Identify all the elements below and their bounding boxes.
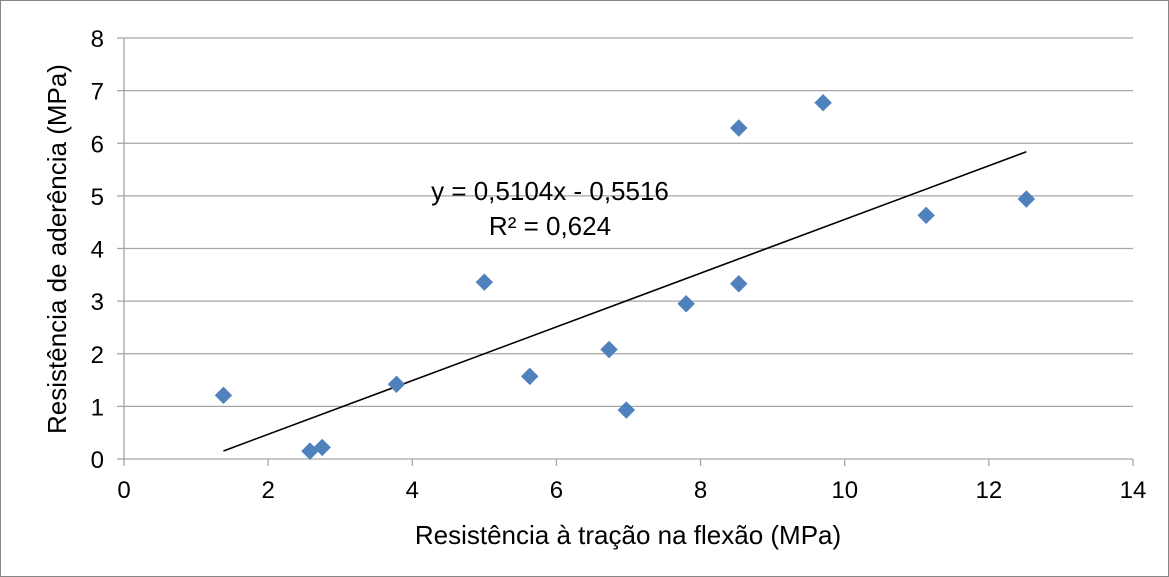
data-point: [730, 119, 748, 137]
labels: y = 0,5104x - 0,5516 R² = 0,624 Resistên…: [42, 64, 841, 550]
trendline-r2: R² = 0,624: [489, 211, 611, 241]
data-point: [917, 206, 935, 225]
x-tick-label: 2: [261, 477, 274, 504]
y-axis-label: Resistência de aderência (MPa): [42, 64, 72, 434]
trendline-equation: y = 0,5104x - 0,5516: [431, 176, 669, 206]
data-point: [677, 295, 695, 313]
data-point: [475, 273, 494, 291]
data-point: [730, 275, 748, 293]
trendline-group: [223, 150, 1027, 452]
y-tick-label: 8: [91, 26, 104, 53]
data-point: [521, 367, 539, 386]
data-point: [1017, 190, 1036, 208]
x-tick-label: 10: [831, 477, 858, 504]
y-tick-label: 7: [91, 79, 104, 106]
y-tick-label: 0: [91, 447, 104, 474]
y-tick-label: 1: [91, 394, 104, 421]
y-tick-label: 3: [91, 289, 104, 316]
data-point: [814, 94, 832, 112]
x-tick-label: 6: [550, 477, 563, 504]
x-axis-label: Resistência à tração na flexão (MPa): [415, 520, 841, 550]
x-tick-label: 14: [1120, 477, 1147, 504]
data-point: [617, 401, 636, 419]
data-point: [387, 375, 406, 393]
y-tick-label: 5: [91, 184, 104, 211]
y-tick-label: 4: [91, 237, 104, 264]
trendline: [223, 150, 1027, 452]
x-tick-label: 12: [976, 477, 1003, 504]
data-point: [214, 386, 233, 405]
x-tick-label: 0: [117, 477, 130, 504]
data-points: [214, 94, 1036, 460]
y-tick-label: 2: [91, 342, 104, 369]
x-tick-label: 8: [694, 477, 707, 504]
grid-lines: [124, 37, 1133, 408]
data-point: [313, 438, 331, 457]
data-point: [600, 340, 618, 359]
x-tick-label: 4: [406, 477, 419, 504]
y-tick-label: 6: [91, 131, 104, 158]
